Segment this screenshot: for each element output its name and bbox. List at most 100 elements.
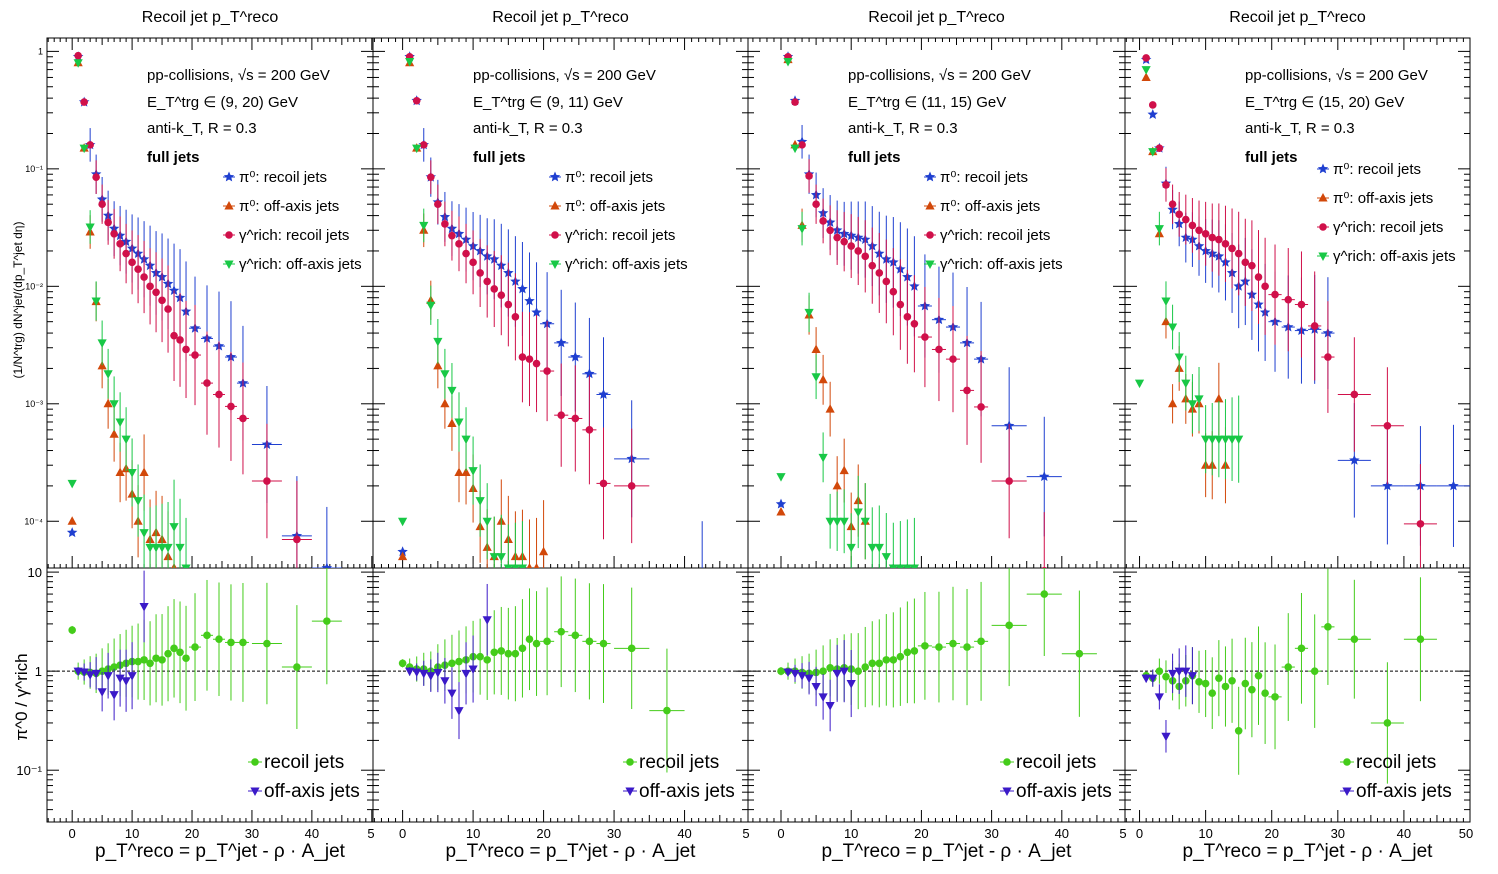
pi0-offaxis-marker bbox=[447, 418, 457, 427]
ratio-recoil-marker bbox=[1284, 663, 1293, 671]
ratio-recoil-marker bbox=[889, 656, 898, 664]
pi0-recoil-marker bbox=[321, 562, 333, 568]
ratio-offaxis-marker bbox=[433, 668, 443, 678]
legend-label: off-axis jets bbox=[1016, 781, 1112, 802]
ratio-recoil-marker bbox=[1215, 674, 1223, 682]
y-tick-label-top: 10⁻¹ bbox=[25, 164, 43, 174]
ratio-offaxis-marker bbox=[109, 691, 119, 700]
gam-recoil-marker bbox=[518, 353, 527, 361]
gam-offaxis-marker bbox=[475, 497, 485, 506]
gam-offaxis-marker bbox=[874, 543, 884, 553]
annotation-1: pp-collisions, √s = 200 GeV bbox=[1245, 67, 1428, 84]
legend-marker bbox=[550, 201, 560, 210]
gam-recoil-marker bbox=[412, 96, 421, 105]
gam-recoil-marker bbox=[1383, 421, 1392, 430]
ratio-offaxis-marker bbox=[1148, 674, 1158, 684]
gam-offaxis-marker bbox=[853, 508, 863, 517]
ratio-recoil-marker bbox=[1261, 689, 1269, 697]
ratio-recoil-marker bbox=[511, 649, 520, 658]
legend-marker bbox=[926, 231, 934, 239]
gam-recoil-marker bbox=[110, 229, 118, 238]
legend-marker bbox=[251, 758, 259, 766]
gam-recoil-marker bbox=[1201, 229, 1210, 238]
bottom-data bbox=[777, 568, 1097, 732]
legend-marker bbox=[225, 231, 233, 239]
annotation-4: full jets bbox=[848, 149, 901, 166]
gam-offaxis-marker bbox=[825, 517, 835, 527]
gam-recoil-marker bbox=[875, 269, 884, 277]
ratio-offaxis-marker bbox=[139, 602, 149, 612]
y-tick-label-bottom: 1 bbox=[35, 664, 42, 679]
x-axis-title: p_T^reco = p_T^jet - ρ · A_jet bbox=[446, 841, 697, 862]
annotation-3: anti-k_T, R = 0.3 bbox=[1245, 120, 1355, 137]
ratio-offaxis-marker bbox=[85, 671, 95, 680]
panel-title: Recoil jet p_T^reco bbox=[1229, 9, 1366, 26]
gam-recoil-marker bbox=[263, 477, 271, 485]
gam-offaxis-marker bbox=[790, 144, 800, 154]
gam-recoil-marker bbox=[1254, 273, 1263, 281]
x-tick-label: 5 bbox=[367, 826, 374, 841]
legend-label: γ^rich: recoil jets bbox=[1333, 219, 1443, 236]
gam-offaxis-marker bbox=[902, 564, 912, 568]
ratio-recoil-marker bbox=[1195, 678, 1203, 686]
gam-offaxis-marker bbox=[97, 339, 107, 348]
legend-marker bbox=[925, 201, 935, 210]
legend-label: off-axis jets bbox=[264, 781, 360, 802]
legend-marker bbox=[925, 260, 935, 269]
legend-marker bbox=[1318, 252, 1328, 261]
ratio-offaxis-marker bbox=[412, 668, 422, 678]
ratio-recoil-marker bbox=[158, 656, 166, 664]
pi0-recoil-marker bbox=[697, 576, 707, 586]
ratio-recoil-marker bbox=[164, 649, 172, 658]
gam-offaxis-marker bbox=[175, 543, 185, 553]
annotation-2: E_T^trg ∈ (9, 11) GeV bbox=[473, 94, 623, 111]
gam-recoil-marker bbox=[146, 282, 154, 291]
gam-recoil-marker bbox=[441, 220, 449, 228]
legend-label: γ^rich: recoil jets bbox=[239, 227, 349, 244]
gam-recoil-marker bbox=[1241, 258, 1250, 267]
gam-offaxis-marker bbox=[804, 308, 814, 318]
legend-label: recoil jets bbox=[1356, 752, 1436, 773]
gam-recoil-marker bbox=[462, 249, 470, 258]
legend-marker bbox=[1342, 787, 1352, 796]
legend-marker bbox=[1003, 758, 1011, 766]
gam-recoil-marker bbox=[847, 242, 856, 250]
gam-recoil-marker bbox=[1208, 233, 1217, 242]
gam-recoil-marker bbox=[203, 379, 211, 387]
legend-label: off-axis jets bbox=[1356, 781, 1452, 802]
gam-offaxis-marker bbox=[157, 543, 167, 553]
gam-recoil-marker bbox=[427, 173, 435, 181]
gam-offaxis-marker bbox=[139, 529, 149, 538]
gam-recoil-marker bbox=[627, 482, 636, 490]
gam-offaxis-marker bbox=[1220, 435, 1231, 445]
gam-offaxis-marker bbox=[454, 418, 464, 427]
pi0-recoil-marker bbox=[531, 306, 542, 317]
annotation-1: pp-collisions, √s = 200 GeV bbox=[147, 67, 330, 84]
ratio-recoil-marker bbox=[963, 643, 971, 651]
gam-recoil-marker bbox=[833, 233, 841, 242]
gam-recoil-marker bbox=[419, 141, 428, 149]
ratio-recoil-marker bbox=[504, 649, 513, 658]
ratio-offaxis-marker bbox=[1187, 672, 1198, 681]
ratio-recoil-marker bbox=[1248, 685, 1256, 694]
pi0-recoil-marker bbox=[524, 295, 535, 306]
gam-recoil-marker bbox=[1310, 322, 1319, 330]
ratio-recoil-marker bbox=[323, 617, 331, 625]
gam-offaxis-marker bbox=[776, 473, 786, 482]
gam-recoil-marker bbox=[490, 285, 499, 293]
legend-label: π⁰: off-axis jets bbox=[1333, 190, 1433, 207]
x-tick-label: 20 bbox=[536, 826, 550, 841]
gam-recoil-marker bbox=[1261, 282, 1269, 291]
gam-offaxis-marker bbox=[1167, 323, 1178, 333]
pi0-offaxis-marker bbox=[1141, 72, 1151, 81]
gam-recoil-marker bbox=[140, 273, 148, 281]
gam-offaxis-marker bbox=[1187, 400, 1198, 409]
gam-offaxis-marker bbox=[846, 543, 856, 553]
gam-recoil-marker bbox=[543, 367, 551, 375]
legend-marker bbox=[550, 260, 560, 269]
gam-recoil-marker bbox=[977, 403, 985, 411]
pi0-recoil-marker bbox=[168, 285, 180, 295]
ratio-recoil-marker bbox=[476, 652, 484, 661]
legend-label: γ^rich: recoil jets bbox=[565, 227, 675, 244]
